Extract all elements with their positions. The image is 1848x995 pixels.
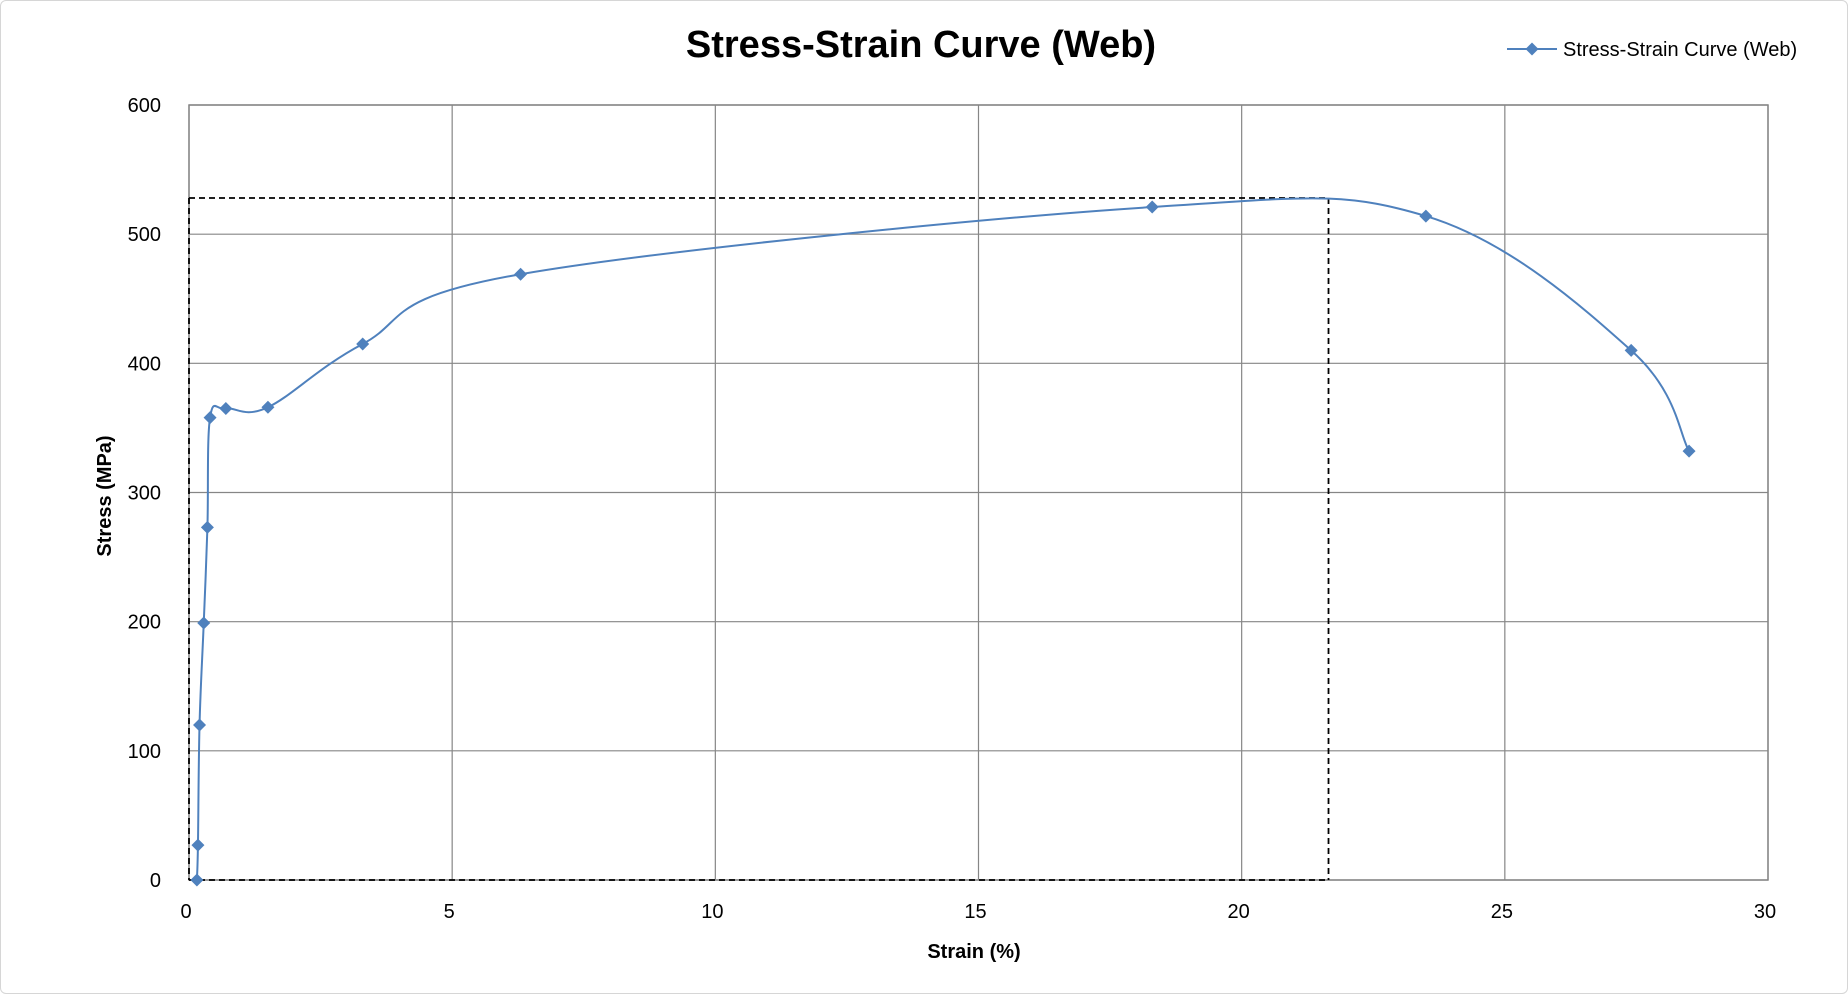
y-tick-label: 500 <box>128 224 161 246</box>
y-axis-title: Stress (MPa) <box>94 435 116 556</box>
series-line <box>195 197 1690 881</box>
reference-lines <box>188 197 1330 881</box>
data-point-marker <box>191 838 205 852</box>
data-point-marker <box>190 873 204 887</box>
series-layer <box>190 197 1696 887</box>
chart-title: Stress-Strain Curve (Web) <box>686 24 1156 66</box>
data-point-marker <box>261 400 275 414</box>
y-tick-label: 0 <box>150 870 161 892</box>
y-tick-label: 200 <box>128 612 161 634</box>
y-tick-label: 600 <box>128 95 161 117</box>
data-point-marker <box>1145 200 1159 214</box>
data-point-marker <box>1624 343 1638 357</box>
x-tick-label: 10 <box>701 901 723 923</box>
data-point-marker <box>356 337 370 351</box>
legend-marker <box>1525 42 1539 56</box>
data-point-marker <box>203 411 217 425</box>
data-point-marker <box>200 520 214 534</box>
x-tick-label: 20 <box>1228 901 1250 923</box>
x-axis-title: Strain (%) <box>927 941 1020 963</box>
data-point-marker <box>1419 209 1433 223</box>
x-tick-label: 25 <box>1491 901 1513 923</box>
data-point-marker <box>514 267 528 281</box>
data-point-marker <box>197 616 211 630</box>
x-tick-label: 0 <box>180 901 191 923</box>
data-point-marker <box>219 402 233 416</box>
x-tick-label: 30 <box>1754 901 1776 923</box>
data-point-marker <box>1682 444 1696 458</box>
x-tick-label: 15 <box>964 901 986 923</box>
legend-label: Stress-Strain Curve (Web) <box>1563 39 1797 61</box>
data-point-marker <box>193 718 207 732</box>
y-tick-label: 300 <box>128 483 161 505</box>
y-tick-label: 400 <box>128 353 161 375</box>
y-tick-label: 100 <box>128 741 161 763</box>
legend: Stress-Strain Curve (Web) <box>1507 39 1797 61</box>
x-tick-label: 5 <box>444 901 455 923</box>
